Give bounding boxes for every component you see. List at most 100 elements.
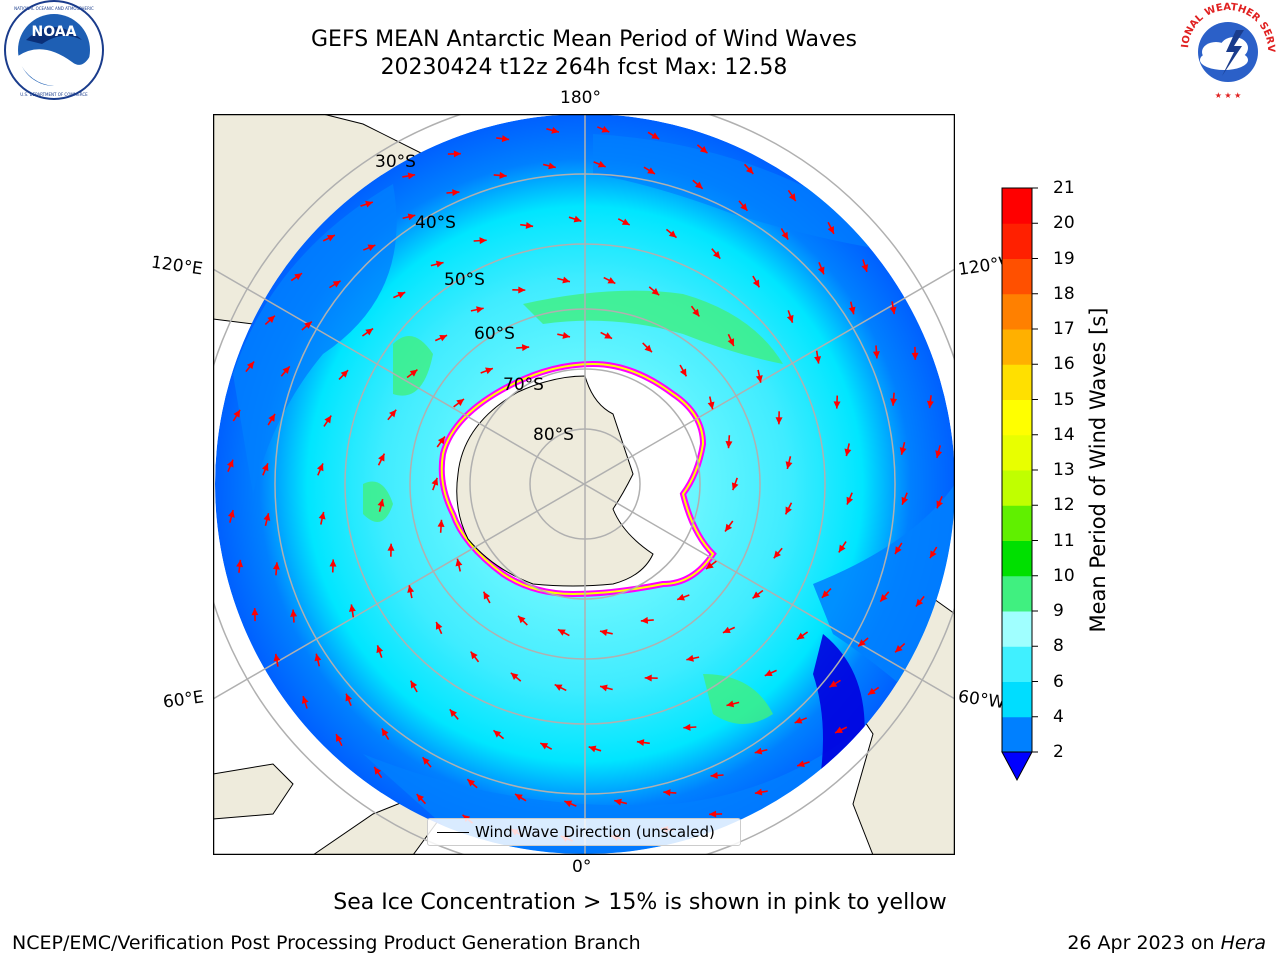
wind-arrow <box>644 674 658 682</box>
colorbar-tick-label: 20 <box>1053 213 1075 234</box>
wind-arrow <box>775 411 783 425</box>
wind-arrow <box>617 218 631 226</box>
wind-arrow <box>446 189 460 197</box>
wind-arrow <box>726 700 740 708</box>
nws-logo: NATIONAL WEATHER SERVICE ★ ★ ★ <box>1172 0 1280 108</box>
wind-arrow <box>796 631 809 641</box>
graticule <box>213 114 955 855</box>
wind-arrow <box>406 369 418 379</box>
wind-arrow <box>636 739 650 747</box>
wind-arrow <box>316 463 324 476</box>
wind-arrow <box>915 595 925 607</box>
wind-arrow <box>492 729 505 740</box>
wind-arrow <box>696 144 708 154</box>
wind-arrow <box>846 492 854 505</box>
colorbar-swatch <box>1002 293 1032 330</box>
wind-arrow <box>844 443 852 457</box>
wind-arrow <box>614 798 628 806</box>
wind-arrow <box>437 519 445 533</box>
wind-arrow <box>470 651 480 663</box>
wind-arrow <box>588 745 602 753</box>
wind-arrow <box>764 669 777 677</box>
wind-arrow <box>784 502 793 515</box>
wind-arrow <box>470 306 484 314</box>
lat-label-40s: 40°S <box>415 213 456 233</box>
colorbar-extend-arrow <box>1001 751 1033 782</box>
chart-title: GEFS MEAN Antarctic Mean Period of Wind … <box>311 27 857 52</box>
footer-date-text: 26 Apr 2023 on <box>1067 932 1221 954</box>
wind-arrow <box>926 395 934 409</box>
lat-label-30s: 30°S <box>375 152 416 172</box>
wind-arrow <box>329 559 337 573</box>
wind-arrow <box>387 409 397 421</box>
wind-arrow <box>436 436 446 448</box>
wind-arrow <box>603 276 616 285</box>
colorbar-swatch <box>1002 399 1032 436</box>
wind-arrow <box>754 788 768 796</box>
wind-arrow <box>773 547 783 559</box>
wind-arrow <box>738 200 749 212</box>
wind-arrow <box>245 361 255 373</box>
madagascar-land <box>213 763 294 820</box>
wind-arrow <box>722 626 736 634</box>
wind-arrow <box>643 166 656 175</box>
colorbar-tick-label: 8 <box>1053 636 1064 657</box>
wind-arrow <box>564 800 577 808</box>
wind-arrow <box>473 237 487 245</box>
wind-arrow <box>755 369 763 383</box>
wind-arrow <box>227 459 234 472</box>
legend-line-swatch <box>437 832 469 833</box>
wind-arrow <box>899 441 907 455</box>
wind-arrow <box>453 398 465 408</box>
wind-arrow <box>676 593 690 601</box>
wind-arrow <box>329 280 341 289</box>
wind-arrow <box>512 286 526 294</box>
legend-text: Wind Wave Direction (unscaled) <box>475 823 715 841</box>
wind-arrow <box>711 248 721 260</box>
wind-arrow <box>727 333 735 347</box>
wind-arrow <box>787 189 797 202</box>
colorbar-swatch <box>1002 258 1032 295</box>
wind-arrow <box>642 342 653 353</box>
wind-arrow <box>599 629 613 637</box>
wind-arrow <box>557 276 571 284</box>
wind-arrow <box>373 766 383 779</box>
sea-ice-caption: Sea Ice Concentration > 15% is shown in … <box>333 890 947 915</box>
wind-arrow <box>376 645 384 658</box>
wind-arrow <box>557 331 571 339</box>
wind-arrow <box>267 413 276 426</box>
wind-arrow <box>466 778 478 789</box>
wind-arrow <box>833 395 841 409</box>
wind-arrow <box>707 396 715 410</box>
wind-arrow <box>264 315 276 326</box>
lon-label-0: 0° <box>572 857 592 877</box>
noaa-logo-text: NOAA <box>32 24 77 40</box>
wind-arrow <box>911 346 919 360</box>
wind-arrow <box>377 498 385 512</box>
lon-label-60e: 60°E <box>161 687 206 713</box>
wind-arrow <box>251 608 259 622</box>
wind-arrow <box>861 259 869 273</box>
chart-subtitle: 20230424 t12z 264h fcst Max: 12.58 <box>380 55 788 80</box>
svg-text:U.S. DEPARTMENT OF COMMERCE: U.S. DEPARTMENT OF COMMERCE <box>20 92 88 97</box>
wind-arrow <box>679 364 688 377</box>
antarctica-land <box>456 375 654 587</box>
wind-arrow <box>936 496 943 509</box>
wind-arrow <box>894 642 906 653</box>
wind-arrow <box>409 680 418 693</box>
wind-arrow <box>935 445 943 459</box>
wind-arrow <box>554 683 567 692</box>
wind-arrow <box>539 742 553 750</box>
lat-label-50s: 50°S <box>444 270 485 290</box>
colorbar-swatch <box>1002 540 1032 577</box>
wind-arrow <box>449 708 459 720</box>
wind-arrow <box>335 733 343 747</box>
wind-arrow <box>890 392 898 406</box>
lat-label-60s: 60°S <box>474 324 515 344</box>
wind-arrow <box>597 126 610 133</box>
wind-arrow <box>314 653 322 667</box>
wind-arrow <box>318 511 326 525</box>
wind-arrow <box>338 369 349 380</box>
wind-arrow <box>889 301 897 315</box>
wind-arrow <box>686 654 700 662</box>
